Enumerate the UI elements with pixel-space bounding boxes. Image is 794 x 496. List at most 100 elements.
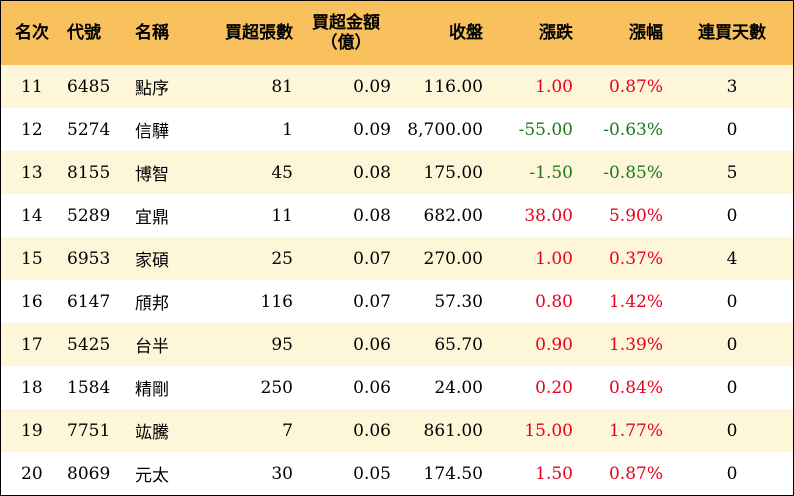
cell-name: 宜鼎 xyxy=(135,208,169,228)
cell-rank: 19 xyxy=(21,420,43,441)
cell-name: 點序 xyxy=(135,79,169,99)
table-row: 17 5425 台半 95 0.06 65.70 0.90 1.39% 0 xyxy=(1,323,793,366)
cell-change: 1.50 xyxy=(535,463,573,484)
cell-change-pct: 0.87% xyxy=(608,76,663,97)
cell-change: 38.00 xyxy=(524,205,573,226)
header-net-buy-amount-unit: （億） xyxy=(320,33,372,53)
cell-code: 5289 xyxy=(67,205,111,226)
cell-code: 6147 xyxy=(67,291,111,312)
cell-name: 博智 xyxy=(135,165,169,185)
cell-rank: 18 xyxy=(21,377,43,398)
cell-name: 台半 xyxy=(135,337,169,357)
table-row: 12 5274 信驊 1 0.09 8,700.00 -55.00 -0.63%… xyxy=(1,108,793,151)
cell-days: 0 xyxy=(726,205,738,226)
cell-close: 682.00 xyxy=(423,205,483,226)
header-change-pct: 漲幅 xyxy=(629,23,663,43)
cell-change: -55.00 xyxy=(518,119,573,140)
cell-code: 5425 xyxy=(67,334,111,355)
cell-change: 0.20 xyxy=(535,377,573,398)
cell-amount: 0.09 xyxy=(353,76,391,97)
cell-code: 8155 xyxy=(67,162,111,183)
cell-amount: 0.06 xyxy=(353,334,391,355)
table-row: 18 1584 精剛 250 0.06 24.00 0.20 0.84% 0 xyxy=(1,366,793,409)
cell-days: 4 xyxy=(726,248,738,269)
cell-lots: 81 xyxy=(271,76,293,97)
cell-close: 116.00 xyxy=(423,76,483,97)
table-row: 16 6147 頎邦 116 0.07 57.30 0.80 1.42% 0 xyxy=(1,280,793,323)
cell-rank: 12 xyxy=(21,119,43,140)
cell-code: 1584 xyxy=(67,377,111,398)
header-net-buy-lots: 買超張數 xyxy=(225,23,293,43)
cell-lots: 30 xyxy=(271,463,293,484)
cell-days: 0 xyxy=(726,291,738,312)
cell-days: 0 xyxy=(726,463,738,484)
cell-change: 0.90 xyxy=(535,334,573,355)
header-row: 名次 代號 名稱 買超張數 買超金額 （億） 收盤 漲跌 漲幅 連買天數 xyxy=(1,1,793,65)
cell-name: 信驊 xyxy=(135,122,169,142)
cell-change-pct: 0.87% xyxy=(608,463,663,484)
cell-change-pct: 1.39% xyxy=(608,334,663,355)
cell-change-pct: 1.42% xyxy=(608,291,663,312)
cell-change: 1.00 xyxy=(535,76,573,97)
cell-close: 8,700.00 xyxy=(407,119,483,140)
cell-change: 15.00 xyxy=(524,420,573,441)
header-code: 代號 xyxy=(67,23,101,43)
cell-close: 174.50 xyxy=(423,463,483,484)
cell-change-pct: 0.37% xyxy=(608,248,663,269)
cell-change-pct: 1.77% xyxy=(608,420,663,441)
cell-rank: 15 xyxy=(21,248,43,269)
cell-close: 57.30 xyxy=(434,291,483,312)
cell-code: 7751 xyxy=(67,420,111,441)
header-name: 名稱 xyxy=(135,23,169,43)
cell-rank: 11 xyxy=(21,76,43,97)
cell-amount: 0.07 xyxy=(353,248,391,269)
header-consecutive-days: 連買天數 xyxy=(698,23,766,43)
cell-rank: 14 xyxy=(21,205,43,226)
cell-change-pct: 0.84% xyxy=(608,377,663,398)
header-close: 收盤 xyxy=(449,23,483,43)
cell-amount: 0.06 xyxy=(353,377,391,398)
cell-close: 65.70 xyxy=(434,334,483,355)
cell-amount: 0.09 xyxy=(353,119,391,140)
header-change: 漲跌 xyxy=(539,23,573,43)
cell-days: 3 xyxy=(726,76,738,97)
cell-days: 0 xyxy=(726,377,738,398)
cell-name: 竑騰 xyxy=(135,423,169,443)
cell-days: 0 xyxy=(726,334,738,355)
cell-close: 24.00 xyxy=(434,377,483,398)
table-row: 13 8155 博智 45 0.08 175.00 -1.50 -0.85% 5 xyxy=(1,151,793,194)
cell-change: 0.80 xyxy=(535,291,573,312)
cell-rank: 20 xyxy=(21,463,43,484)
cell-lots: 7 xyxy=(282,420,293,441)
cell-code: 8069 xyxy=(67,463,111,484)
header-net-buy-amount-line1: 買超金額 xyxy=(312,13,380,33)
cell-name: 元太 xyxy=(135,466,169,486)
cell-change-pct: -0.63% xyxy=(603,119,663,140)
header-net-buy-amount: 買超金額 （億） xyxy=(301,1,399,65)
cell-close: 270.00 xyxy=(423,248,483,269)
cell-code: 6953 xyxy=(67,248,111,269)
cell-change: 1.00 xyxy=(535,248,573,269)
table-row: 19 7751 竑騰 7 0.06 861.00 15.00 1.77% 0 xyxy=(1,409,793,452)
cell-amount: 0.06 xyxy=(353,420,391,441)
cell-code: 6485 xyxy=(67,76,111,97)
cell-name: 家碩 xyxy=(135,251,169,271)
cell-rank: 17 xyxy=(21,334,43,355)
cell-name: 精剛 xyxy=(135,380,169,400)
cell-lots: 25 xyxy=(271,248,293,269)
table-row: 15 6953 家碩 25 0.07 270.00 1.00 0.37% 4 xyxy=(1,237,793,280)
header-rank: 名次 xyxy=(15,23,49,43)
cell-code: 5274 xyxy=(67,119,111,140)
cell-close: 175.00 xyxy=(423,162,483,183)
cell-change: -1.50 xyxy=(529,162,573,183)
cell-rank: 13 xyxy=(21,162,43,183)
cell-lots: 116 xyxy=(260,291,293,312)
cell-amount: 0.08 xyxy=(353,205,391,226)
table-row: 11 6485 點序 81 0.09 116.00 1.00 0.87% 3 xyxy=(1,65,793,108)
cell-lots: 11 xyxy=(271,205,293,226)
cell-amount: 0.05 xyxy=(353,463,391,484)
cell-change-pct: -0.85% xyxy=(603,162,663,183)
table-row: 14 5289 宜鼎 11 0.08 682.00 38.00 5.90% 0 xyxy=(1,194,793,237)
cell-name: 頎邦 xyxy=(135,294,169,314)
